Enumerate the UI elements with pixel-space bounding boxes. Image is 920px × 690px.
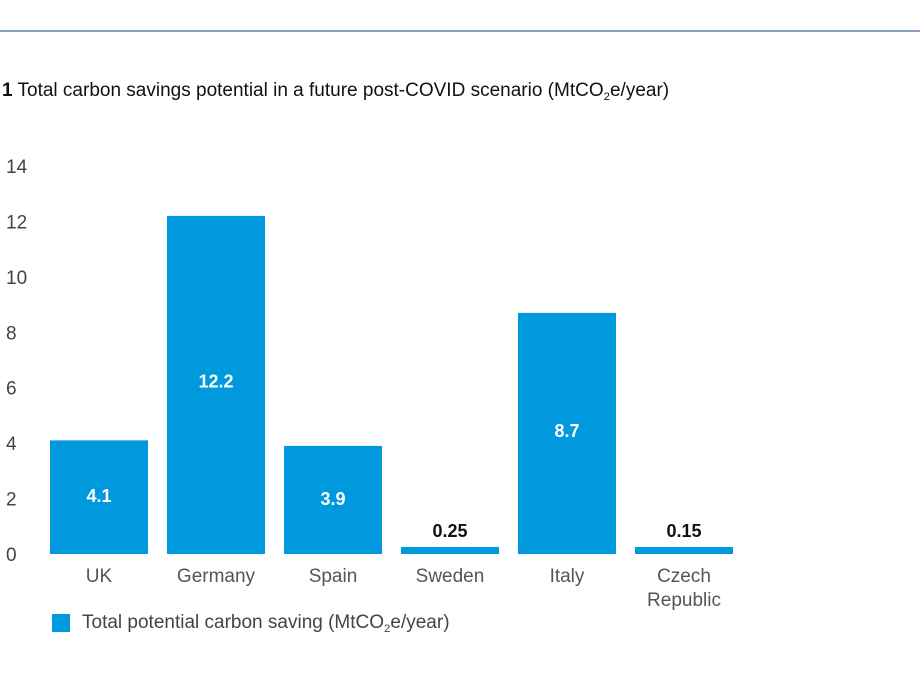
y-tick-label: 2: [6, 490, 17, 511]
legend: Total potential carbon saving (MtCO2e/ye…: [52, 612, 450, 635]
bar: [167, 215, 265, 554]
bar-data-label: 0.15: [666, 521, 701, 541]
bar: [518, 312, 616, 554]
legend-text-before: Total potential carbon saving (MtCO: [82, 612, 385, 633]
title-text-before: Total carbon savings potential in a futu…: [17, 80, 604, 101]
x-axis: UK Germany Spain Sweden Italy Czech Republic: [86, 566, 721, 611]
x-category-label: Sweden: [416, 566, 485, 587]
bar-data-label: 8.7: [554, 421, 579, 441]
legend-text-after: e/year): [390, 612, 450, 633]
legend-swatch: [52, 614, 70, 632]
y-tick-label: 4: [6, 434, 17, 455]
x-category-label: UK: [86, 566, 113, 587]
top-divider: [0, 30, 920, 32]
figure-number: 1: [2, 80, 13, 101]
y-tick-label: 0: [6, 545, 17, 566]
y-tick-label: 8: [6, 323, 17, 344]
bar: [284, 445, 382, 554]
bar: [401, 547, 499, 554]
legend-subscript: 2: [384, 622, 391, 635]
y-tick-label: 6: [6, 379, 17, 400]
x-category-label: Spain: [309, 566, 358, 587]
bar-labels-group: 4.1 12.2 3.9 0.25 8.7 0.15: [86, 372, 701, 541]
bar-data-label: 12.2: [198, 372, 233, 392]
bar: [50, 440, 148, 554]
bar-data-label: 3.9: [320, 489, 345, 509]
chart-title: 1 Total carbon savings potential in a fu…: [2, 80, 670, 103]
title-text-after: e/year): [609, 80, 670, 101]
x-category-label: Germany: [177, 566, 256, 587]
x-category-label: Czech Republic: [647, 566, 721, 611]
bar-data-label: 4.1: [86, 486, 111, 506]
bars-group: [50, 215, 733, 554]
y-tick-label: 10: [6, 268, 27, 289]
x-category-label: Italy: [550, 566, 585, 587]
title-subscript: 2: [603, 90, 610, 103]
legend-label: Total potential carbon saving (MtCO2e/ye…: [82, 612, 450, 635]
bar: [635, 547, 733, 554]
y-axis: 0 2 4 6 8 10 12 14: [6, 157, 28, 566]
y-tick-label: 12: [6, 212, 27, 233]
y-tick-label: 14: [6, 157, 28, 178]
bar-data-label: 0.25: [432, 521, 467, 541]
